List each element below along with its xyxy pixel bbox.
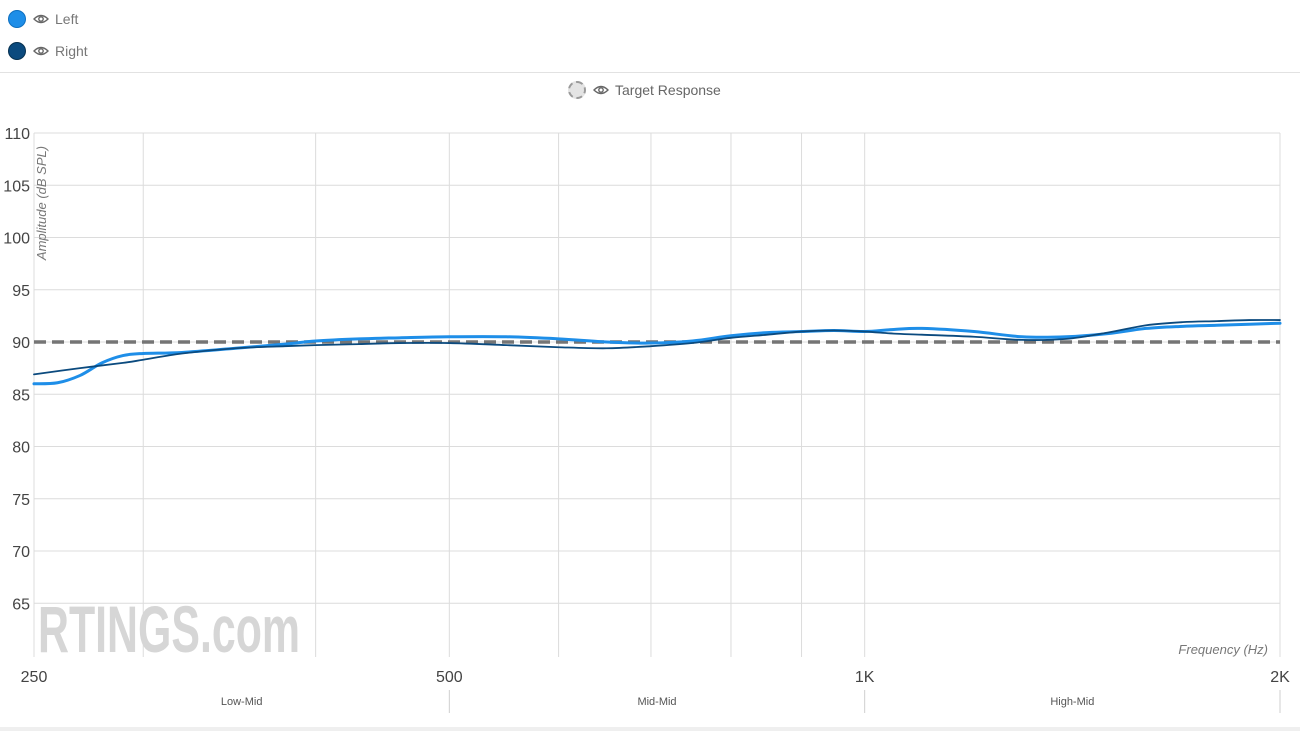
y-tick-label: 80 bbox=[12, 440, 30, 457]
eye-icon[interactable] bbox=[33, 45, 49, 57]
right-series-swatch bbox=[8, 42, 26, 60]
axis-labels: 65 70 75 80 85 90 95 100 105 110 250 500 1K 2K Low-Mid… bbox=[3, 126, 1290, 713]
legend-label-left: Left bbox=[55, 11, 79, 27]
series-line-right bbox=[33, 319, 1281, 376]
y-tick-label: 100 bbox=[3, 231, 30, 248]
left-series-swatch bbox=[8, 10, 26, 28]
band-label: Mid-Mid bbox=[637, 696, 676, 708]
series-line-left bbox=[32, 321, 1282, 386]
legend-item-target[interactable]: Target Response bbox=[568, 79, 721, 101]
legend-label-target: Target Response bbox=[615, 82, 721, 98]
legend-label-right: Right bbox=[55, 43, 88, 59]
x-tick-label: 2K bbox=[1270, 669, 1290, 686]
band-label: High-Mid bbox=[1050, 696, 1094, 708]
x-tick-label: 250 bbox=[21, 669, 48, 686]
eye-icon[interactable] bbox=[593, 84, 609, 96]
y-tick-label: 105 bbox=[3, 178, 30, 195]
legend-item-left[interactable]: Left bbox=[8, 8, 78, 30]
y-tick-label: 110 bbox=[4, 126, 30, 143]
band-label: Low-Mid bbox=[221, 696, 263, 708]
x-axis-title: Frequency (Hz) bbox=[1178, 642, 1268, 657]
y-tick-label: 95 bbox=[12, 283, 30, 300]
y-axis-title: Amplitude (dB SPL) bbox=[34, 146, 49, 261]
y-tick-label: 85 bbox=[12, 387, 30, 404]
x-tick-label: 1K bbox=[855, 669, 875, 686]
legend-item-right[interactable]: Right bbox=[8, 40, 88, 62]
legend-divider bbox=[0, 72, 1300, 73]
x-tick-label: 500 bbox=[436, 669, 463, 686]
y-tick-label: 70 bbox=[12, 544, 30, 561]
bottom-bar bbox=[0, 727, 1300, 731]
y-tick-label: 75 bbox=[12, 492, 30, 509]
chart-grid bbox=[33, 132, 1281, 657]
target-series-swatch bbox=[568, 81, 586, 99]
watermark-logo: RTINGS.com bbox=[38, 592, 300, 666]
series-lines bbox=[32, 319, 1282, 386]
eye-icon[interactable] bbox=[33, 13, 49, 25]
y-tick-label: 65 bbox=[12, 596, 30, 613]
y-tick-label: 90 bbox=[12, 335, 30, 352]
